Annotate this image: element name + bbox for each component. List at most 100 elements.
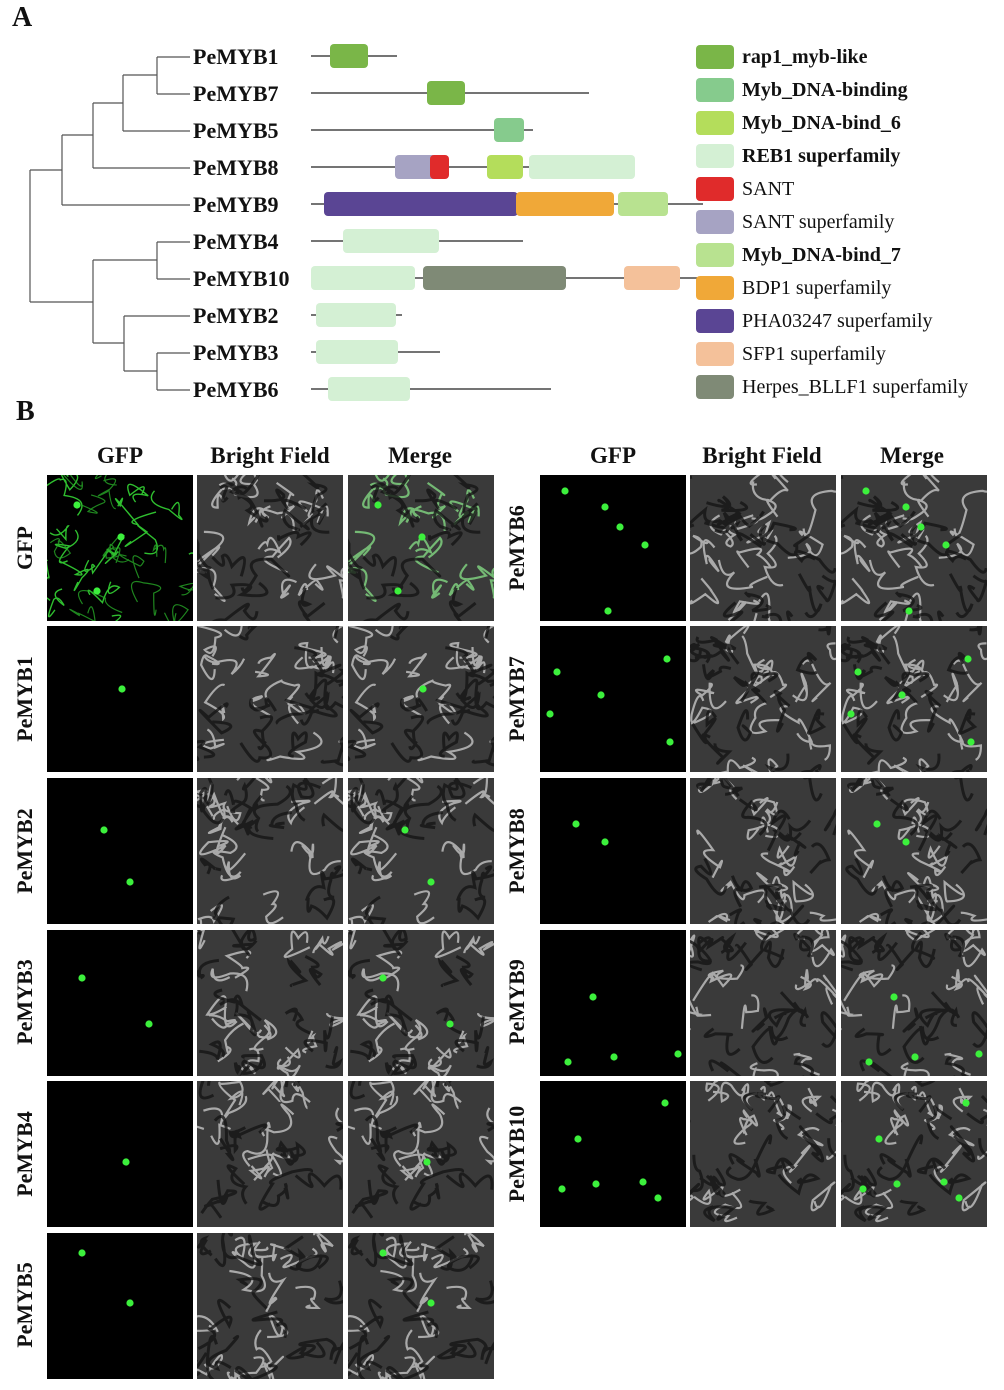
domain-reb1-superfamily xyxy=(316,303,396,327)
legend-swatch xyxy=(696,111,734,135)
gene-label: PeMYB7 xyxy=(193,81,279,106)
legend-item: SANT xyxy=(696,177,794,201)
domain-reb1-superfamily xyxy=(529,155,635,179)
domain-sfp1-superfamily xyxy=(624,266,680,290)
gfp-fluorescence-image xyxy=(47,626,193,772)
gene-label: PeMYB1 xyxy=(193,44,279,69)
gene-label: PeMYB8 xyxy=(193,155,279,180)
domain-rap1-myb-like xyxy=(330,44,368,68)
domain-bdp1-superfamily xyxy=(516,192,614,216)
legend-swatch xyxy=(696,375,734,399)
row-label: PeMYB7 xyxy=(504,656,529,742)
domain-sant-superfamily xyxy=(395,155,437,179)
gfp-fluorescence-image xyxy=(47,778,193,924)
legend-swatch xyxy=(696,276,734,300)
row-label: PeMYB8 xyxy=(504,808,529,894)
legend-swatch xyxy=(696,177,734,201)
row-label: PeMYB9 xyxy=(504,959,529,1045)
domain-herpes-bllf1-superfamily xyxy=(423,266,566,290)
gfp-fluorescence-image xyxy=(540,778,686,924)
legend-label: Myb_DNA-binding xyxy=(742,78,908,101)
gene-label: PeMYB4 xyxy=(193,229,279,254)
legend-label: BDP1 superfamily xyxy=(742,276,892,299)
domain-myb-dna-bind-7 xyxy=(618,192,668,216)
legend-label: SFP1 superfamily xyxy=(742,342,886,365)
gfp-fluorescence-image xyxy=(47,475,193,621)
legend-label: REB1 superfamily xyxy=(742,144,901,167)
domain-reb1-superfamily xyxy=(311,266,415,290)
merge-image xyxy=(348,626,494,772)
legend-label: SANT xyxy=(742,177,795,200)
legend-item: SFP1 superfamily xyxy=(696,342,886,366)
row-label: PeMYB2 xyxy=(12,808,37,894)
row-label: PeMYB5 xyxy=(12,1262,37,1348)
legend-item: Myb_DNA-bind_6 xyxy=(696,111,901,135)
domain-rap1-myb-like xyxy=(427,81,465,105)
legend-swatch xyxy=(696,342,734,366)
legend-swatch xyxy=(696,78,734,102)
gfp-fluorescence-image xyxy=(47,1081,193,1227)
column-header-merge: Merge xyxy=(388,443,452,468)
row-label: PeMYB10 xyxy=(504,1105,529,1203)
row-label: PeMYB6 xyxy=(504,505,529,591)
panel-b-letter: B xyxy=(16,396,35,427)
column-header-bright-field: Bright Field xyxy=(210,443,330,468)
gfp-fluorescence-image xyxy=(47,1233,193,1379)
legend-label: rap1_myb-like xyxy=(742,45,868,68)
column-header-gfp: GFP xyxy=(590,443,636,468)
gene-label: PeMYB2 xyxy=(193,303,279,328)
protein-domains xyxy=(311,44,680,401)
legend-label: Myb_DNA-bind_7 xyxy=(742,243,901,266)
bright-field-image xyxy=(197,626,343,772)
phylogenetic-tree-and-domains: PeMYB1 PeMYB7 PeMYB5 PeMYB8 PeMYB9 PeMYB… xyxy=(29,44,706,402)
legend-item: PHA03247 superfamily xyxy=(696,309,933,333)
legend-label: PHA03247 superfamily xyxy=(742,309,933,332)
gene-label: PeMYB6 xyxy=(193,377,279,402)
domain-reb1-superfamily xyxy=(328,377,410,401)
column-header-bright-field: Bright Field xyxy=(702,443,822,468)
merge-image xyxy=(841,626,987,772)
legend-item: Herpes_BLLF1 superfamily xyxy=(696,375,968,399)
legend-item: Myb_DNA-bind_7 xyxy=(696,243,901,267)
merge-image xyxy=(348,778,494,924)
gfp-fluorescence-image xyxy=(540,1081,686,1227)
bright-field-image xyxy=(197,930,343,1076)
domain-reb1-superfamily xyxy=(316,340,398,364)
row-label: PeMYB3 xyxy=(12,959,37,1045)
legend-swatch xyxy=(696,144,734,168)
domain-sant xyxy=(430,155,449,179)
legend-swatch xyxy=(696,243,734,267)
bright-field-image xyxy=(690,1081,836,1227)
domain-reb1-superfamily xyxy=(343,229,439,253)
bright-field-image xyxy=(197,1233,343,1379)
protein-backbones xyxy=(311,55,706,390)
legend-item: Myb_DNA-binding xyxy=(696,78,908,102)
bright-field-image xyxy=(690,475,836,621)
gene-labels: PeMYB1 PeMYB7 PeMYB5 PeMYB8 PeMYB9 PeMYB… xyxy=(193,44,290,402)
gfp-fluorescence-image xyxy=(540,475,686,621)
legend-swatch xyxy=(696,210,734,234)
bright-field-image xyxy=(690,626,836,772)
legend-swatch xyxy=(696,45,734,69)
bright-field-image xyxy=(197,1081,343,1227)
gfp-fluorescence-image xyxy=(540,930,686,1076)
merge-image xyxy=(841,778,987,924)
legend-label: Herpes_BLLF1 superfamily xyxy=(742,375,969,398)
column-header-gfp: GFP xyxy=(97,443,143,468)
domain-myb-dna-bind-6 xyxy=(487,155,523,179)
domain-myb-dna-binding xyxy=(494,118,524,142)
legend-item: REB1 superfamily xyxy=(696,144,900,168)
legend-item: rap1_myb-like xyxy=(696,45,868,69)
merge-image xyxy=(841,1081,987,1227)
column-header-merge: Merge xyxy=(880,443,944,468)
bright-field-image xyxy=(690,930,836,1076)
row-label: GFP xyxy=(12,526,37,570)
bright-field-image xyxy=(197,778,343,924)
gfp-fluorescence-image xyxy=(47,930,193,1076)
legend-item: SANT superfamily xyxy=(696,210,894,234)
bright-field-image xyxy=(197,475,343,621)
gene-label: PeMYB10 xyxy=(193,266,290,291)
gene-label: PeMYB9 xyxy=(193,192,279,217)
gene-label: PeMYB5 xyxy=(193,118,279,143)
bright-field-image xyxy=(690,778,836,924)
